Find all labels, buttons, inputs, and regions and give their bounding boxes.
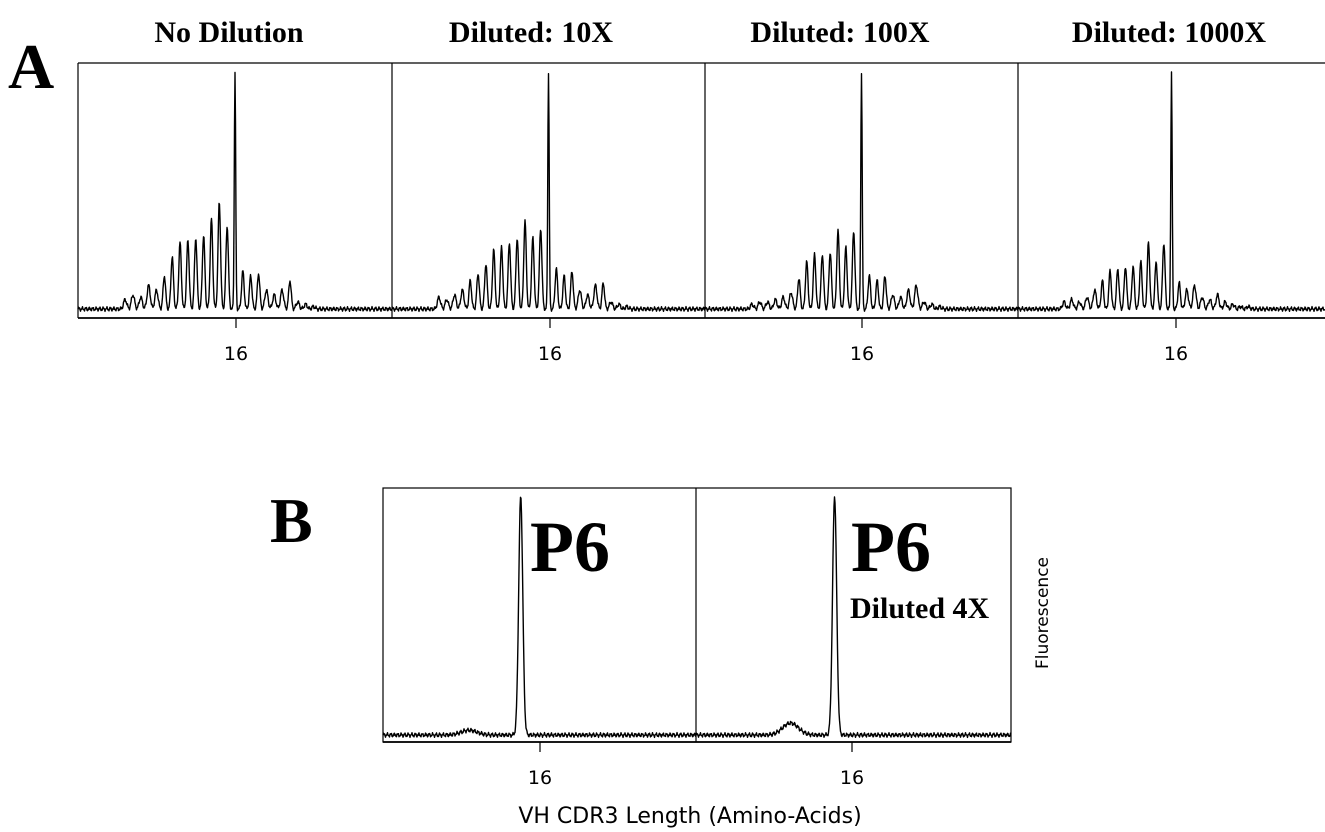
panel-a-letter: A [8,31,54,102]
panel-a-title-2: Diluted: 10X [449,16,614,49]
panel-b-frame [382,487,1012,752]
panel-a-frame [77,62,1325,319]
panel-b-letter: B [270,485,313,556]
x-tick-label-b2: 16 [840,767,864,789]
trace-no-dilution [77,71,393,313]
trace-diluted-1000x [1017,71,1325,313]
x-axis-label: VH CDR3 Length (Amino-Acids) [518,804,861,829]
trace-p6 [382,496,697,739]
panel-b-sublabel-2: Diluted 4X [850,592,990,625]
panel-b-label-2: P6 [851,507,931,587]
x-tick-label-b1: 16 [528,767,552,789]
panel-a-ticks [235,318,1177,328]
panel-a-title-3: Diluted: 100X [750,16,930,49]
panel-b-label-1: P6 [530,507,610,587]
panel-a-title-4: Diluted: 1000X [1072,16,1267,49]
x-tick-label-3: 16 [850,343,874,365]
x-tick-label-2: 16 [538,343,562,365]
trace-p6-diluted-4x [695,496,1012,739]
trace-diluted-10x [391,73,706,313]
trace-diluted-100x [704,73,1019,313]
x-tick-label-4: 16 [1164,343,1188,365]
y-axis-label: Fluorescence [1033,557,1053,669]
panel-a-title-1: No Dilution [154,16,304,49]
x-tick-label-1: 16 [224,343,248,365]
